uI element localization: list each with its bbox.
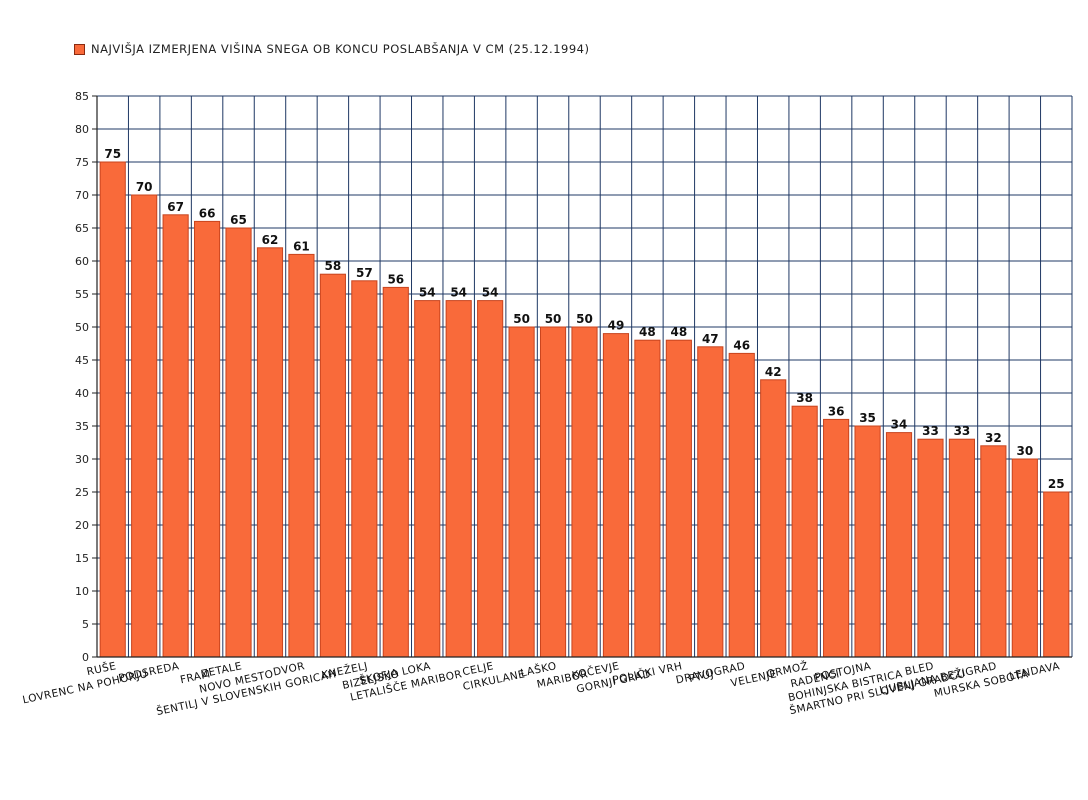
bar-value-label: 36 — [828, 404, 845, 418]
legend-swatch — [74, 43, 85, 55]
bar-value-label: 50 — [576, 312, 593, 326]
bar-value-label: 32 — [985, 431, 1002, 445]
y-tick-label: 80 — [75, 123, 89, 136]
bar-value-label: 33 — [922, 424, 939, 438]
bar — [917, 438, 944, 658]
bar-value-label: 49 — [608, 319, 625, 333]
x-tick-label: PTUJ — [688, 668, 715, 685]
y-tick-label: 25 — [75, 486, 89, 499]
bar-value-label: 50 — [545, 312, 562, 326]
bar-value-label: 50 — [513, 312, 530, 326]
x-tick-label: LENDAVA — [1008, 660, 1061, 682]
bar — [445, 300, 472, 658]
bar-value-label: 61 — [293, 239, 310, 253]
bar-value-label: 62 — [262, 233, 279, 247]
bar — [162, 214, 189, 658]
y-tick-label: 45 — [75, 354, 89, 367]
bar-value-label: 57 — [356, 266, 373, 280]
bar-value-label: 42 — [765, 365, 782, 379]
bar — [980, 445, 1007, 658]
bar — [602, 333, 630, 658]
bar-value-label: 46 — [733, 338, 750, 352]
bar-value-label: 34 — [891, 418, 908, 432]
y-tick-label: 65 — [75, 222, 89, 235]
bar-value-label: 38 — [796, 391, 813, 405]
bar-value-label: 48 — [639, 325, 656, 339]
bar — [194, 220, 221, 658]
bar — [256, 247, 284, 658]
y-tick-label: 5 — [82, 618, 89, 631]
bar-value-label: 56 — [387, 272, 404, 286]
bar — [728, 352, 755, 658]
bar — [634, 339, 661, 658]
y-tick-label: 20 — [75, 519, 89, 532]
bar — [382, 286, 409, 658]
bar-value-label: 47 — [702, 332, 719, 346]
bar-value-label: 35 — [859, 411, 876, 425]
bar — [571, 326, 598, 658]
y-tick-label: 70 — [75, 189, 89, 202]
y-tick-label: 40 — [75, 387, 89, 400]
bar — [539, 326, 567, 658]
bar — [1043, 491, 1070, 658]
bar — [885, 432, 913, 658]
y-tick-label: 35 — [75, 420, 89, 433]
bar-value-label: 54 — [482, 286, 499, 300]
y-tick-label: 55 — [75, 288, 89, 301]
bar — [508, 326, 535, 658]
bar — [351, 280, 378, 658]
y-tick-label: 85 — [75, 90, 89, 103]
bar-value-label: 58 — [325, 259, 342, 273]
bar — [477, 300, 504, 658]
bar — [99, 161, 126, 658]
legend-label: Najvišja izmerjena višina snega ob koncu… — [91, 42, 590, 56]
bar — [665, 339, 692, 658]
bar-value-label: 75 — [104, 147, 121, 161]
bar-value-label: 54 — [419, 286, 436, 300]
legend: Najvišja izmerjena višina snega ob koncu… — [74, 42, 589, 56]
x-tick-label: BLED — [904, 660, 935, 678]
bar — [1011, 458, 1038, 658]
y-tick-label: 50 — [75, 321, 89, 334]
bar — [760, 379, 787, 658]
bar-value-label: 66 — [199, 206, 216, 220]
bar — [131, 194, 158, 658]
bar — [854, 425, 881, 658]
y-tick-label: 0 — [82, 651, 89, 664]
bar-value-label: 48 — [671, 325, 688, 339]
bar-value-label: 30 — [1016, 444, 1033, 458]
bar-value-label: 25 — [1048, 477, 1065, 491]
bar — [791, 405, 818, 658]
y-tick-label: 30 — [75, 453, 89, 466]
y-tick-label: 15 — [75, 552, 89, 565]
bar — [288, 253, 315, 658]
y-tick-label: 60 — [75, 255, 89, 268]
y-tick-label: 10 — [75, 585, 89, 598]
x-tick-label: POLIČKI VRH — [611, 659, 683, 686]
bar — [319, 273, 346, 658]
bar — [697, 346, 724, 658]
bar-value-label: 67 — [167, 200, 184, 214]
bar-value-label: 33 — [954, 424, 971, 438]
y-tick-label: 75 — [75, 156, 89, 169]
bar-value-label: 65 — [230, 213, 247, 227]
x-tick-label: RUŠE — [85, 659, 117, 678]
bar — [948, 438, 975, 658]
bar — [225, 227, 252, 658]
bar — [414, 300, 441, 658]
bar — [823, 418, 850, 658]
bar-value-label: 54 — [450, 286, 467, 300]
bar-value-label: 70 — [136, 180, 153, 194]
x-tick-label: PODSREDA — [118, 660, 181, 685]
